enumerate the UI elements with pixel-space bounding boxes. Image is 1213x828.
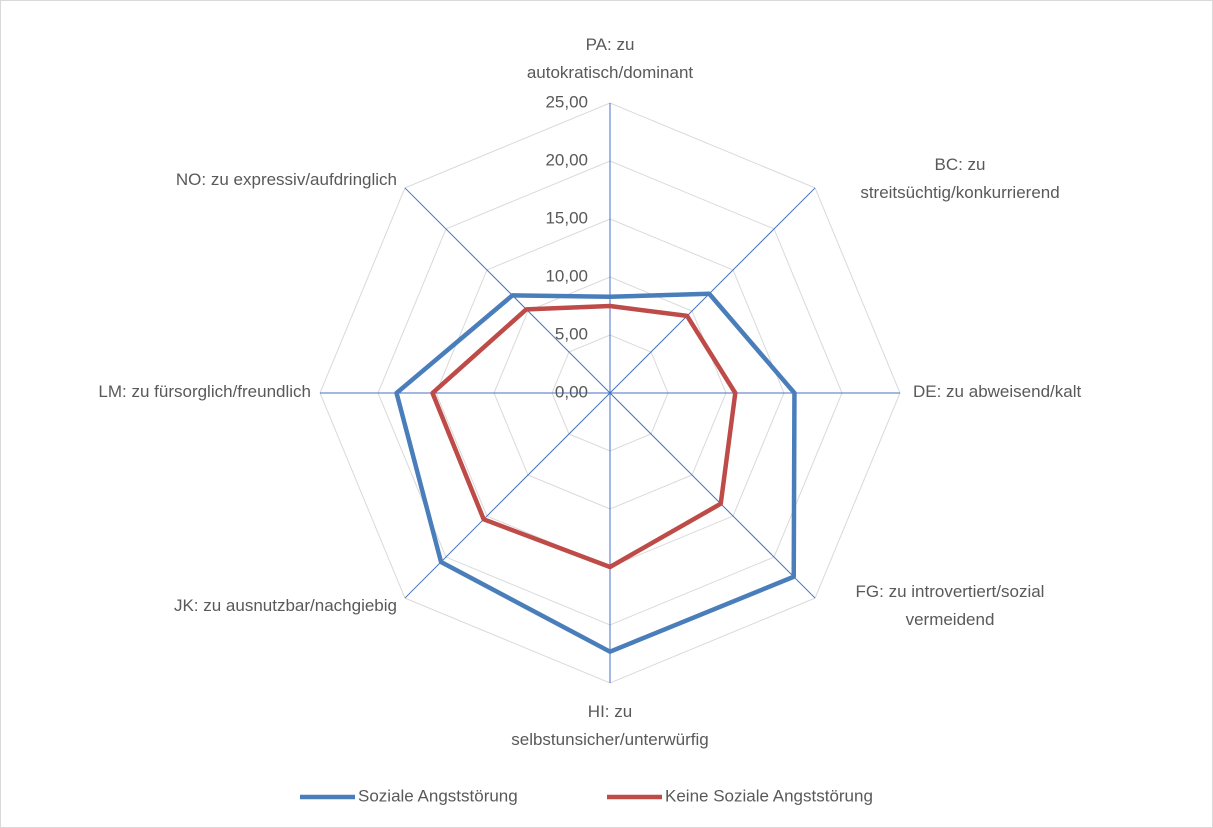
series-line [430, 303, 738, 570]
category-label: FG: zu introvertiert/sozial vermeidend [855, 582, 1045, 629]
category-label: NO: zu expressiv/aufdringlich [175, 170, 397, 189]
category-label: JK: zu ausnutzbar/nachgiebig [173, 596, 397, 615]
axis-spoke [404, 392, 611, 599]
axis-spoke [609, 187, 816, 394]
series-line [394, 291, 797, 654]
category-label: DE: zu abweisend/kalt [913, 382, 1082, 401]
category-label: LM: zu fürsorglich/freundlich [98, 382, 311, 401]
axis-spoke [404, 187, 611, 394]
axis-spoke [609, 392, 816, 599]
y-tick-label: 0,00 [555, 382, 588, 401]
y-tick-label: 20,00 [545, 150, 588, 169]
y-tick-label: 15,00 [545, 208, 588, 227]
y-tick-label: 5,00 [555, 324, 588, 343]
y-tick-label: 25,00 [545, 92, 588, 111]
category-label: BC: zu streitsüchtig/konkurrierend [860, 155, 1060, 202]
y-tick-label: 10,00 [545, 266, 588, 285]
category-label: PA: zu autokratisch/dominant [526, 35, 694, 82]
legend-label: Keine Soziale Angststörung [665, 786, 873, 805]
legend-label: Soziale Angststörung [358, 786, 518, 805]
category-label: HI: zu selbstunsicher/unterwürfig [511, 702, 709, 749]
